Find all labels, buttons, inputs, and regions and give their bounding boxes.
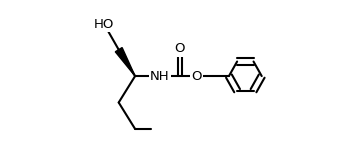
Text: O: O: [175, 42, 185, 55]
Text: O: O: [191, 70, 201, 83]
Text: NH: NH: [150, 70, 170, 83]
Polygon shape: [115, 48, 135, 76]
Text: HO: HO: [94, 18, 114, 31]
